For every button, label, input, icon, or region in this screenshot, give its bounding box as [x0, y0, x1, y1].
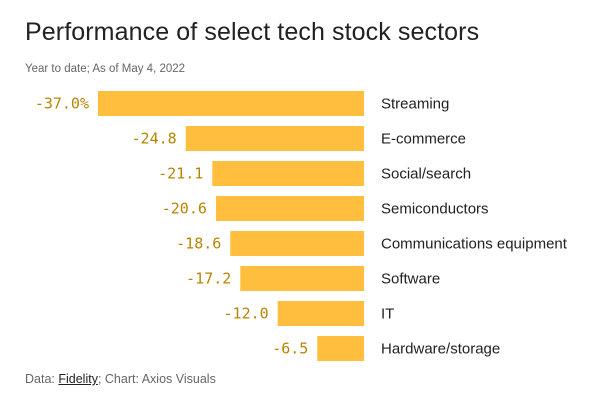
bar-communications-equipment — [230, 231, 364, 256]
bar-streaming — [98, 91, 364, 116]
value-label: -24.8 — [132, 130, 177, 148]
bar-e-commerce — [185, 126, 364, 151]
category-label: Streaming — [381, 96, 449, 113]
category-label: Communications equipment — [381, 236, 568, 253]
chart-title: Performance of select tech stock sectors — [25, 18, 480, 46]
value-label: -37.0% — [35, 95, 89, 113]
bar-software — [240, 266, 364, 291]
chart-credit: ; Chart: Axios Visuals — [97, 372, 216, 386]
bar-social-search — [212, 161, 364, 186]
category-label: Semiconductors — [381, 201, 489, 218]
value-label: -6.5 — [272, 340, 308, 358]
category-label: Social/search — [381, 166, 471, 183]
value-label: -17.2 — [186, 270, 231, 288]
category-label: E-commerce — [381, 131, 466, 148]
value-label: -12.0 — [224, 305, 269, 323]
source-note: Data: Fidelity; Chart: Axios Visuals — [25, 372, 216, 386]
category-label: Hardware/storage — [381, 341, 500, 358]
chart-subtitle: Year to date; As of May 4, 2022 — [25, 63, 186, 75]
source-prefix: Data: — [25, 372, 59, 386]
value-label: -20.6 — [162, 200, 207, 218]
value-label: -18.6 — [176, 235, 221, 253]
bar-semiconductors — [215, 196, 364, 221]
value-label: -21.1 — [158, 165, 203, 183]
source-link-fidelity[interactable]: Fidelity — [58, 372, 98, 386]
category-label: IT — [381, 306, 394, 323]
bar-hardware-storage — [317, 336, 364, 361]
bar-it — [277, 301, 364, 326]
bar-chart: -37.0% Streaming -24.8 E-commerce -21.1 Socia… — [35, 91, 568, 361]
category-label: Software — [381, 271, 440, 288]
